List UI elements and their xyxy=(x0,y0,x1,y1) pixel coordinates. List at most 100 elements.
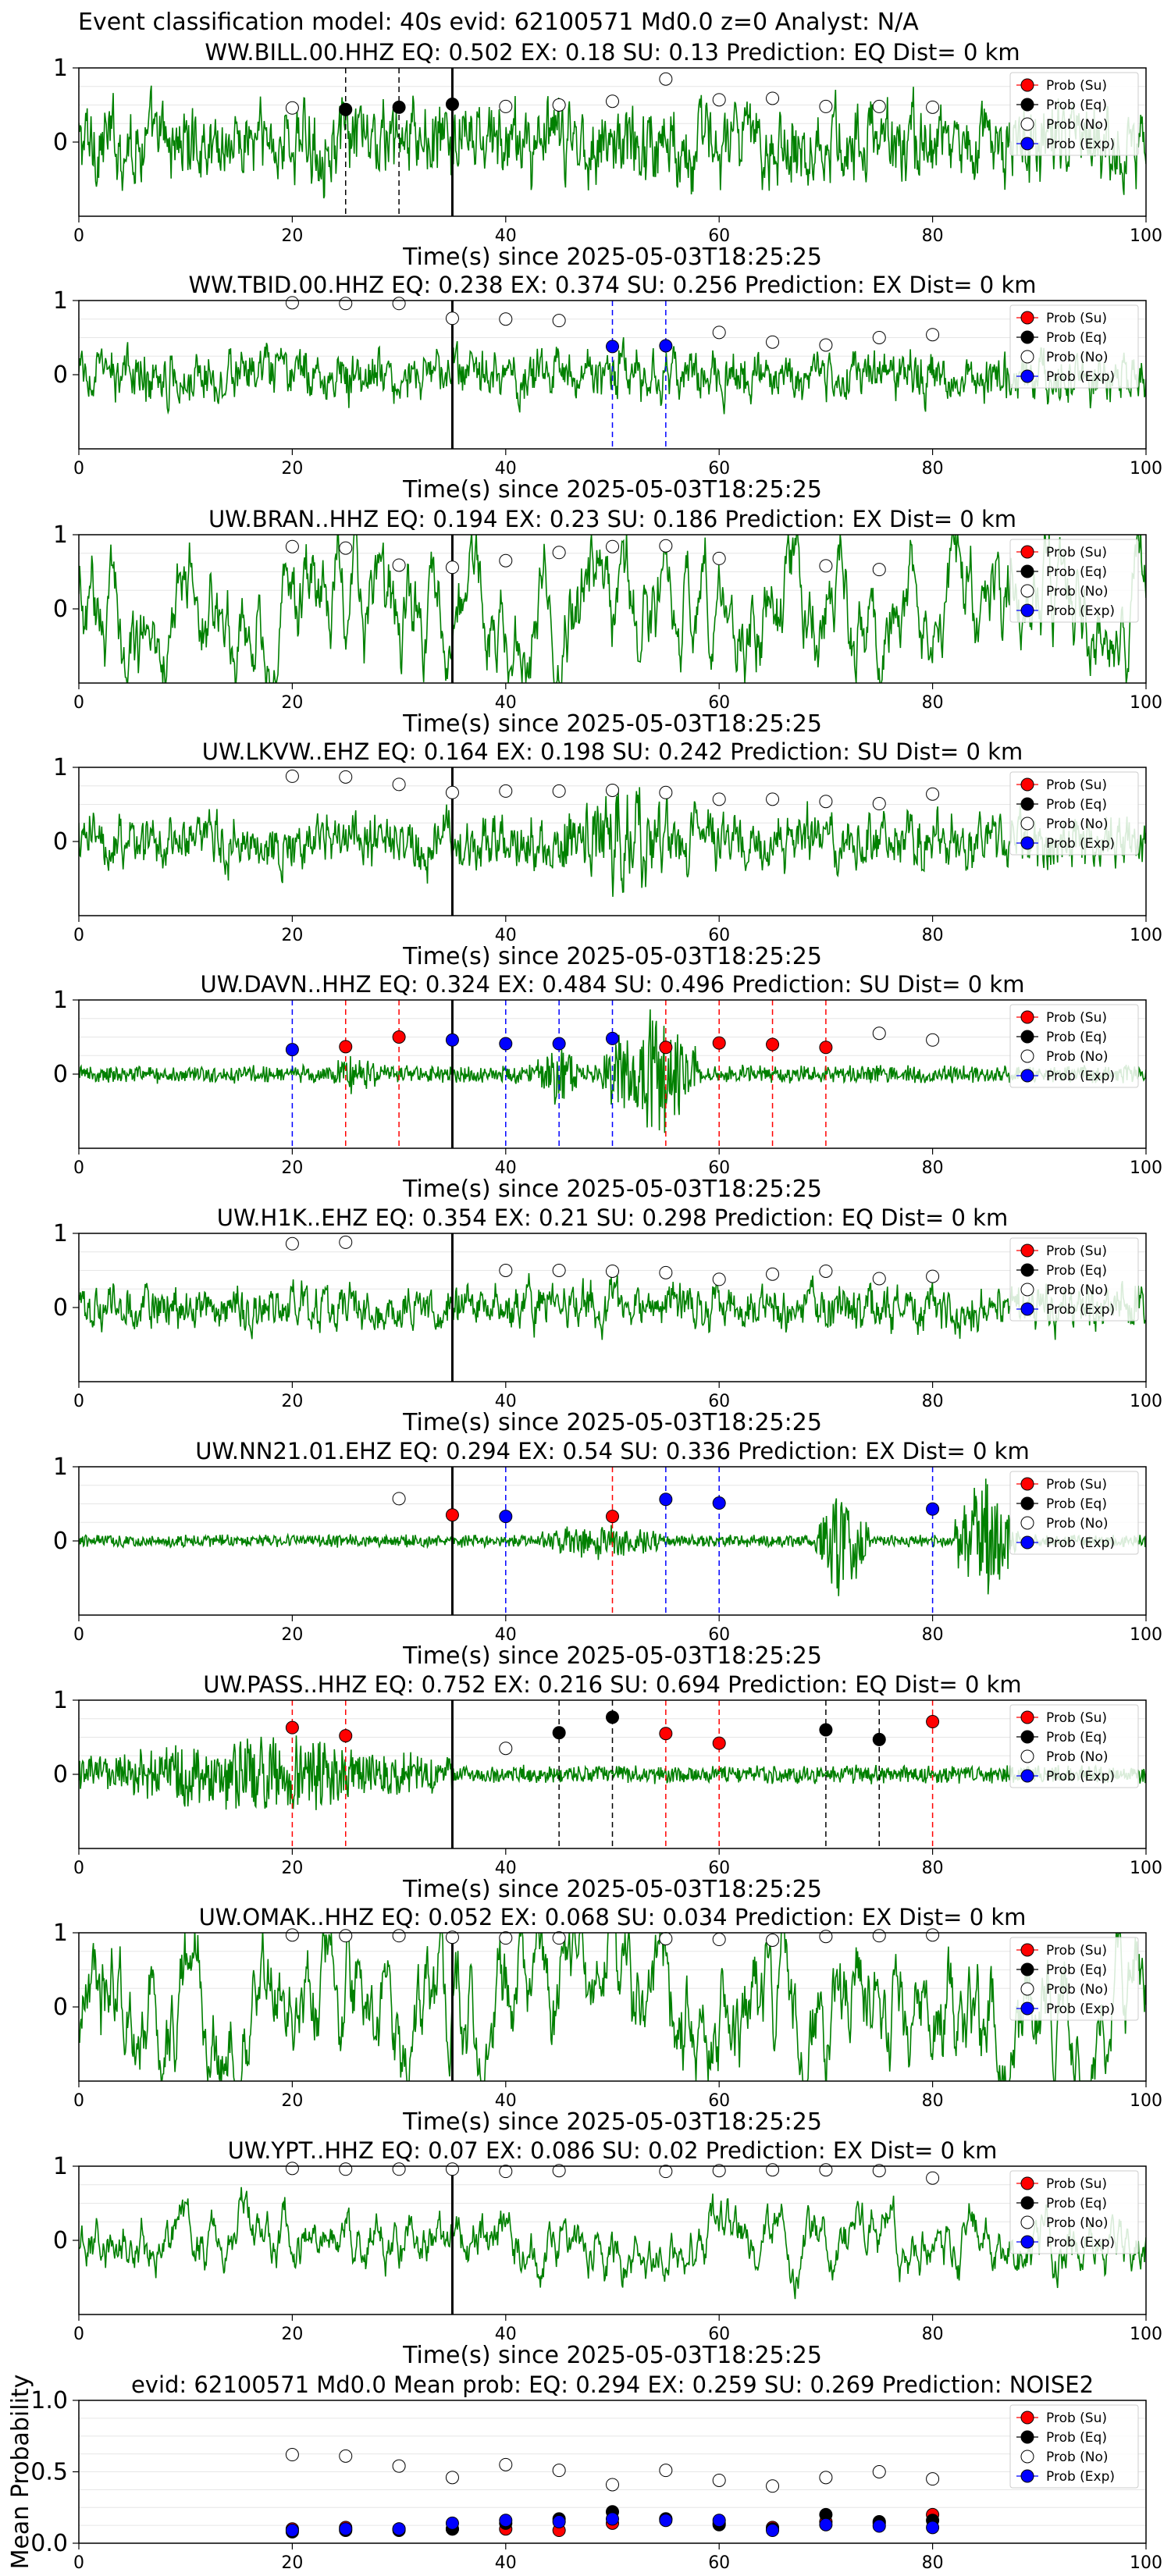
legend-label-eq: Prob (Eq) xyxy=(1046,330,1107,346)
prob-point-su xyxy=(819,1041,833,1055)
axes-frame xyxy=(78,67,1147,217)
prob-point-eq xyxy=(819,1723,833,1737)
prob-point-no xyxy=(926,1928,940,1942)
x-axis-label: Time(s) since 2025-05-03T18:25:25 xyxy=(402,943,822,970)
prob-point-no xyxy=(819,99,833,113)
legend-label-exp: Prob (Exp) xyxy=(1046,137,1115,152)
legend-box xyxy=(1009,1004,1139,1088)
prob-point-no xyxy=(606,1264,619,1278)
prob-point-exp xyxy=(285,1043,299,1057)
legend-marker-eq xyxy=(1020,1263,1034,1277)
prob-point-no xyxy=(552,546,566,560)
prob-point-no xyxy=(872,1272,886,1286)
prob-point-no xyxy=(926,100,940,114)
legend-marker-no xyxy=(1020,117,1034,131)
chart-panel-11: evid: 62100571 Md0.0 Mean prob: EQ: 0.29… xyxy=(7,2371,1162,2573)
prob-point-no xyxy=(339,1929,353,1943)
legend-box xyxy=(1009,539,1139,623)
x-tick-label: 80 xyxy=(922,693,944,713)
prob-point-eq xyxy=(552,1726,566,1740)
legend-marker-eq xyxy=(1020,2196,1034,2210)
legend-marker-no xyxy=(1020,2215,1034,2229)
x-tick-label: 0 xyxy=(73,693,84,713)
legend-box xyxy=(1009,2404,1139,2489)
prob-point-no xyxy=(499,553,513,568)
x-tick-label: 0 xyxy=(73,2091,84,2111)
x-tick-label: 20 xyxy=(281,693,303,713)
legend-label-no: Prob (No) xyxy=(1046,1982,1109,1998)
x-tick-label: 100 xyxy=(1130,2553,1162,2573)
prob-point-no xyxy=(606,539,619,553)
x-axis-label: Time(s) since 2025-05-03T18:25:25 xyxy=(402,1876,822,1903)
panel-title: UW.PASS..HHZ EQ: 0.752 EX: 0.216 SU: 0.6… xyxy=(203,1671,1021,1698)
x-tick-label: 20 xyxy=(281,2091,303,2111)
y-tick-label: 0 xyxy=(53,1528,68,1555)
prob-point-su xyxy=(392,1030,406,1044)
x-axis-label: Time(s) since 2025-05-03T18:25:25 xyxy=(402,1409,822,1436)
mean-prob-point-no xyxy=(552,2464,566,2478)
prob-point-no xyxy=(499,1264,513,1277)
prob-point-no xyxy=(766,792,780,806)
x-axis-label: Time(s) since 2025-05-03T18:25:25 xyxy=(402,476,822,503)
prob-point-no xyxy=(499,312,513,326)
prob-point-no xyxy=(766,91,780,105)
legend-marker-exp xyxy=(1020,137,1034,151)
waveform-trace xyxy=(79,535,1146,683)
prob-point-no xyxy=(499,1931,513,1945)
legend-label-no: Prob (No) xyxy=(1046,584,1109,600)
mean-prob-point-exp xyxy=(392,2522,406,2536)
mean-prob-point-exp xyxy=(712,2514,726,2528)
y-tick-label: 1 xyxy=(53,2153,68,2180)
prob-point-no xyxy=(552,2164,566,2178)
prob-point-no xyxy=(712,792,726,806)
prob-point-no xyxy=(392,1929,406,1943)
legend-marker-eq xyxy=(1020,797,1034,811)
mean-prob-point-no xyxy=(766,2479,780,2493)
prob-point-su xyxy=(285,1720,299,1735)
axes-frame xyxy=(78,2165,1147,2315)
x-tick-label: 20 xyxy=(281,2553,303,2573)
legend-label-eq: Prob (Eq) xyxy=(1046,1962,1107,1978)
x-tick-label: 20 xyxy=(281,226,303,246)
mean-prob-point-exp xyxy=(499,2514,513,2528)
x-tick-label: 60 xyxy=(708,2325,730,2344)
legend-marker-no xyxy=(1020,1049,1034,1063)
prob-point-no xyxy=(712,326,726,340)
legend-marker-exp xyxy=(1020,369,1034,383)
legend-marker-eq xyxy=(1020,2430,1034,2444)
legend-label-exp: Prob (Exp) xyxy=(1046,1069,1115,1084)
prob-point-no xyxy=(659,72,673,86)
x-tick-label: 60 xyxy=(708,459,730,479)
chart-panel-4: UW.LKVW..EHZ EQ: 0.164 EX: 0.198 SU: 0.2… xyxy=(53,738,1162,970)
prob-point-no xyxy=(659,785,673,799)
prob-point-no xyxy=(499,2165,513,2179)
x-tick-label: 20 xyxy=(281,2325,303,2344)
waveform-trace xyxy=(79,1273,1146,1340)
legend-marker-exp xyxy=(1020,2469,1034,2483)
mean-prob-point-no xyxy=(872,2465,886,2478)
prob-point-su xyxy=(339,1040,353,1054)
mean-prob-point-no xyxy=(712,2473,726,2487)
legend-label-eq: Prob (Eq) xyxy=(1046,797,1107,813)
mean-prob-point-exp xyxy=(659,2514,673,2528)
prob-point-no xyxy=(606,783,619,797)
x-axis-label: Time(s) since 2025-05-03T18:25:25 xyxy=(402,2342,822,2369)
chart-panel-1: WW.BILL.00.HHZ EQ: 0.502 EX: 0.18 SU: 0.… xyxy=(53,39,1162,271)
legend-marker-exp xyxy=(1020,1769,1034,1783)
y-tick-label: 1 xyxy=(53,1687,68,1714)
panel-title: UW.YPT..HHZ EQ: 0.07 EX: 0.086 SU: 0.02 … xyxy=(228,2137,998,2164)
x-tick-label: 0 xyxy=(73,1625,84,1645)
axes-frame xyxy=(78,534,1147,684)
legend-label-su: Prob (Su) xyxy=(1046,2176,1107,2192)
x-tick-label: 60 xyxy=(708,226,730,246)
prob-point-no xyxy=(712,1272,726,1286)
x-tick-label: 100 xyxy=(1130,926,1162,945)
legend-marker-no xyxy=(1020,817,1034,831)
x-tick-label: 100 xyxy=(1130,459,1162,479)
x-axis-label: Time(s) since 2025-05-03T18:25:25 xyxy=(402,244,822,271)
prob-point-su xyxy=(926,1715,940,1729)
x-tick-label: 40 xyxy=(495,1625,517,1645)
mean-prob-point-no xyxy=(499,2457,513,2471)
prob-point-no xyxy=(872,563,886,577)
